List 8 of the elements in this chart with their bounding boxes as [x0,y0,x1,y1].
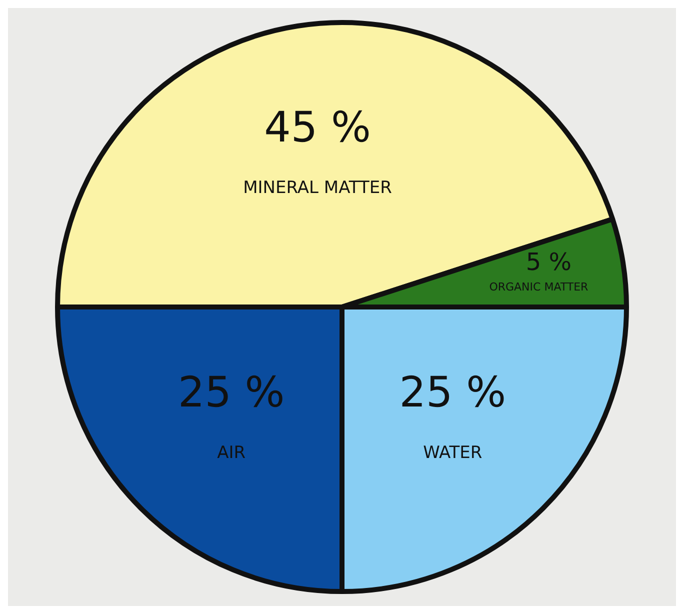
data-label: 25 % [178,368,285,417]
data-label: 5 % [526,248,572,276]
slice-label: AIR [217,443,246,464]
slice-label: MINERAL MATTER [243,178,392,198]
slice-label: ORGANIC MATTER [489,280,589,294]
data-label: 25 % [399,368,506,417]
slice-label: WATER [423,443,482,464]
data-label: 45 % [264,102,371,152]
